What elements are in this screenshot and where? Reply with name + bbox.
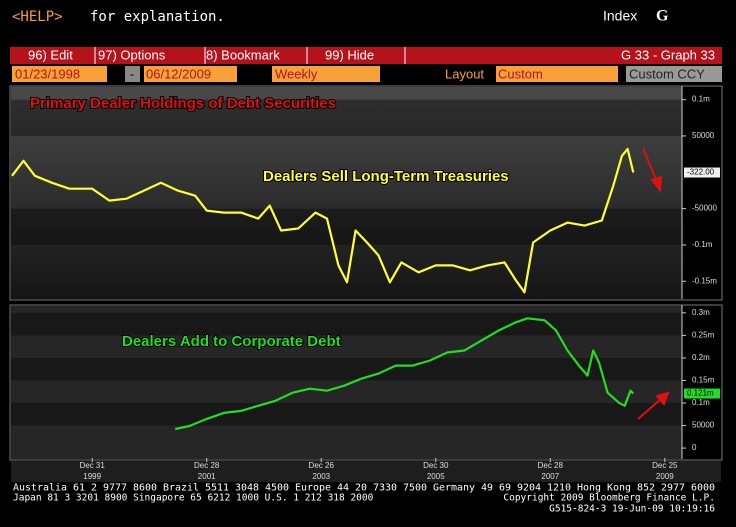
date-separator: - [130,66,134,81]
menu-bar [10,47,722,64]
arrow-head [655,391,670,406]
field[interactable] [626,66,722,82]
menu-item[interactable]: 96) Edit [28,47,73,62]
y-tick-label: -0.15m [692,276,717,285]
field[interactable] [144,66,237,82]
y-tick-label: 50000 [692,421,715,430]
x-tick-label: Dec 31 [79,461,105,470]
y-tick-label: 0.2m [692,353,710,362]
menu-item[interactable]: 99) Hide [325,47,374,62]
y-tick-label: 0.25m [692,331,715,340]
arrow [637,397,663,420]
y-tick-label: 0.1m [692,95,710,104]
field[interactable] [496,66,618,82]
x-tick-label: Dec 26 [309,461,335,470]
grid-band [11,208,682,245]
y-tick-label: 0 [692,443,697,452]
plots: 0.1m 50000 -50000 -0.1m -0.15m -322.00 Primary… [11,86,720,459]
x-tick-year: 2001 [198,472,216,481]
annotation: Dealers Add to Corporate Debt [122,333,341,350]
y-tick-label: 50000 [692,131,715,140]
panel-title: Primary Dealer Holdings of Debt Securiti… [30,95,336,112]
grid-band [11,403,682,426]
frequency[interactable]: Weekly [275,66,318,81]
arrow-head [650,175,663,193]
annotation: Dealers Sell Long-Term Treasuries [263,168,509,185]
field[interactable] [12,66,107,82]
grid-band [11,312,682,336]
start-date[interactable]: 01/23/1998 [15,66,80,81]
footer-contacts: Japan 81 3 3201 8900 Singapore 65 6212 1… [13,493,374,504]
x-tick-year: 2007 [541,472,559,481]
index-key: G [656,8,669,25]
plot-background [11,306,682,459]
x-axis-strip [11,461,721,482]
panel-frame [9,85,723,301]
currency[interactable]: Custom CCY [629,66,705,81]
y-tick-label: -50000 [692,204,717,213]
grid-band [11,99,682,136]
plot-background [11,87,682,299]
x-tick-year: 2009 [656,472,674,481]
x-tick-label: Dec 30 [423,461,449,470]
footer-contacts: Australia 61 2 9777 8600 Brazil 5511 304… [13,483,715,494]
field[interactable] [272,66,380,82]
last-value-label: 0.121m [687,389,714,398]
help-text: for explanation. [90,9,225,25]
layout-value[interactable]: Custom [498,66,543,81]
footer-copyright: Copyright 2009 Bloomberg Finance L.P. [503,493,715,504]
y-tick-label: -0.1m [692,240,713,249]
x-tick-label: Dec 28 [194,461,220,470]
footer-stamp: G515-824-3 19-Jun-09 10:19:16 [549,504,715,515]
x-tick-label: Dec 25 [652,461,678,470]
x-tick-year: 2003 [312,472,330,481]
last-value-box [684,167,720,178]
x-tick-label: Dec 28 [538,461,564,470]
page-id: G 33 - Graph 33 [621,47,715,62]
layout-label: Layout [445,66,484,81]
arrows [637,147,670,420]
menu-item[interactable]: 8) Bookmark [206,47,280,62]
panel-frame [9,304,723,461]
index-label: Index [603,8,637,24]
series-line [174,317,635,431]
series-line [11,147,635,294]
last-value-box [684,388,720,399]
y-tick-label: 0.3m [692,308,710,317]
grid-band [11,357,682,381]
y-tick-label: 0.15m [692,376,715,385]
help-key[interactable]: <HELP> [12,9,63,25]
last-value-label: -322.00 [687,168,715,177]
y-tick-label: 0.1m [692,398,710,407]
field [125,66,140,82]
x-tick-year: 1999 [83,472,101,481]
end-date[interactable]: 06/12/2009 [146,66,211,81]
arrow [642,147,658,183]
menu-item[interactable]: 97) Options [98,47,166,62]
x-tick-year: 2005 [427,472,445,481]
